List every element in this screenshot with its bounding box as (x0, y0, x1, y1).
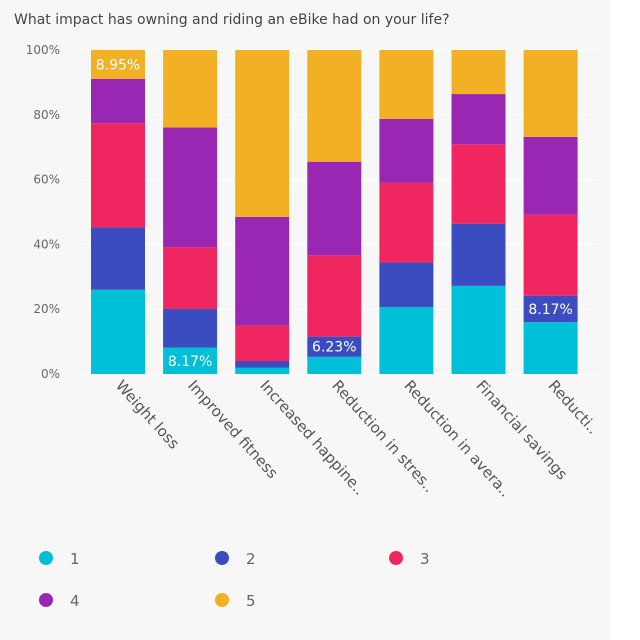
legend-swatch (39, 593, 53, 607)
y-axis-ticks: 0% 20% 40% 60% 80% 100% (26, 43, 60, 381)
bar-segment (91, 123, 145, 228)
bar-segment (163, 50, 218, 128)
legend-label: 3 (420, 550, 430, 568)
bar-segment (235, 216, 290, 326)
x-tick-label: Reducti.. (545, 377, 602, 438)
bar-segment (307, 50, 362, 162)
y-tick-label: 100% (26, 43, 60, 57)
bar-segment (91, 78, 145, 124)
y-tick-label: 80% (33, 108, 60, 122)
bar-segment (307, 336, 362, 357)
x-tick-label: Weight loss (112, 377, 183, 453)
legend: 1 2 3 4 5 (39, 550, 430, 610)
legend-label: 2 (246, 550, 256, 568)
legend-label: 1 (70, 550, 80, 568)
bar-segment (235, 325, 290, 362)
bar-segment (523, 214, 578, 296)
bar-segment (379, 50, 434, 120)
y-tick-label: 20% (33, 302, 60, 316)
data-label: 8.95% (96, 57, 140, 73)
bar-segment (451, 50, 506, 95)
bar-segment (523, 322, 578, 374)
bar-segment (163, 127, 218, 248)
bar-segment (379, 306, 434, 374)
bar-segment (235, 50, 290, 217)
bar-segment (451, 144, 506, 224)
legend-swatch (215, 593, 229, 607)
bar-segment (91, 227, 145, 290)
data-labels: 8.95% 8.17% 6.23% 8.17% (96, 57, 573, 369)
data-label: 8.17% (528, 302, 572, 318)
bar-segment (163, 247, 218, 309)
data-label: 8.17% (168, 354, 212, 370)
bar-segment (379, 119, 434, 183)
bar-segment (379, 182, 434, 263)
bar-segment (523, 136, 578, 215)
bar-segment (91, 49, 145, 79)
bar-segment (163, 308, 218, 348)
chart-card: What impact has owning and riding an eBi… (14, 12, 603, 610)
y-tick-label: 0% (41, 367, 60, 381)
bar-segment (235, 361, 290, 368)
bar-segment (451, 285, 506, 374)
bar-segment (307, 356, 362, 374)
bar-segment (379, 262, 434, 307)
bar-segment (307, 161, 362, 256)
y-tick-label: 60% (33, 173, 60, 187)
legend-swatch (215, 551, 229, 565)
bar-segment (307, 255, 362, 337)
legend-swatch (39, 551, 53, 565)
bar-segment (523, 295, 578, 323)
bar-segment (523, 50, 578, 137)
chart-title: What impact has owning and riding an eBi… (14, 12, 450, 28)
legend-swatch (389, 551, 403, 565)
bar-segment (451, 223, 506, 286)
y-tick-label: 40% (33, 237, 60, 251)
bars (91, 49, 578, 374)
data-label: 6.23% (312, 340, 356, 356)
chart-svg: 0%20%40%60%80%100% 8.95%8.17%6.23%8.17% … (26, 43, 602, 610)
bar-segment (451, 94, 506, 145)
legend-label: 5 (246, 592, 256, 610)
bar-segment (163, 347, 218, 374)
legend-label: 4 (70, 592, 80, 610)
bar-segment (235, 367, 290, 374)
bar-segment (91, 289, 145, 374)
